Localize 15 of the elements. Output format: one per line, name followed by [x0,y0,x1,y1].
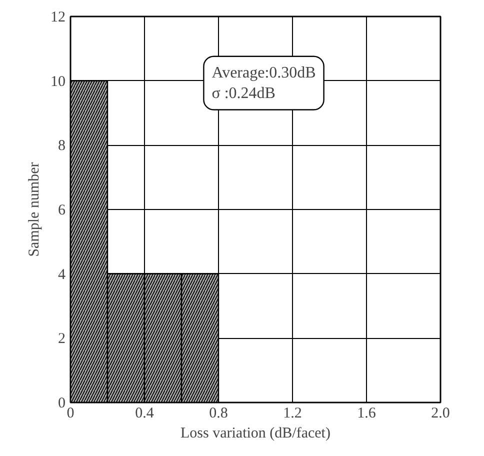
y-tick-label: 4 [58,266,66,283]
y-tick-label: 10 [50,74,66,90]
y-axis-title: Sample number [26,162,42,257]
y-tick-label: 6 [58,202,66,218]
y-tick-label: 2 [58,331,66,348]
x-tick-label: 0.4 [135,406,154,422]
x-tick-label: 1.2 [283,406,302,422]
x-tick-label: 2.0 [431,406,450,422]
x-tick-label: 0.8 [209,406,228,422]
y-tick-label: 0 [58,396,66,412]
y-tick-label: 12 [50,10,66,26]
annotation: Average:0.30dB σ :0.24dB [212,64,316,102]
x-tick-label: 1.6 [357,406,376,422]
y-tick-label: 8 [58,138,66,154]
x-axis-title: Loss variation (dB/facet) [180,426,330,442]
